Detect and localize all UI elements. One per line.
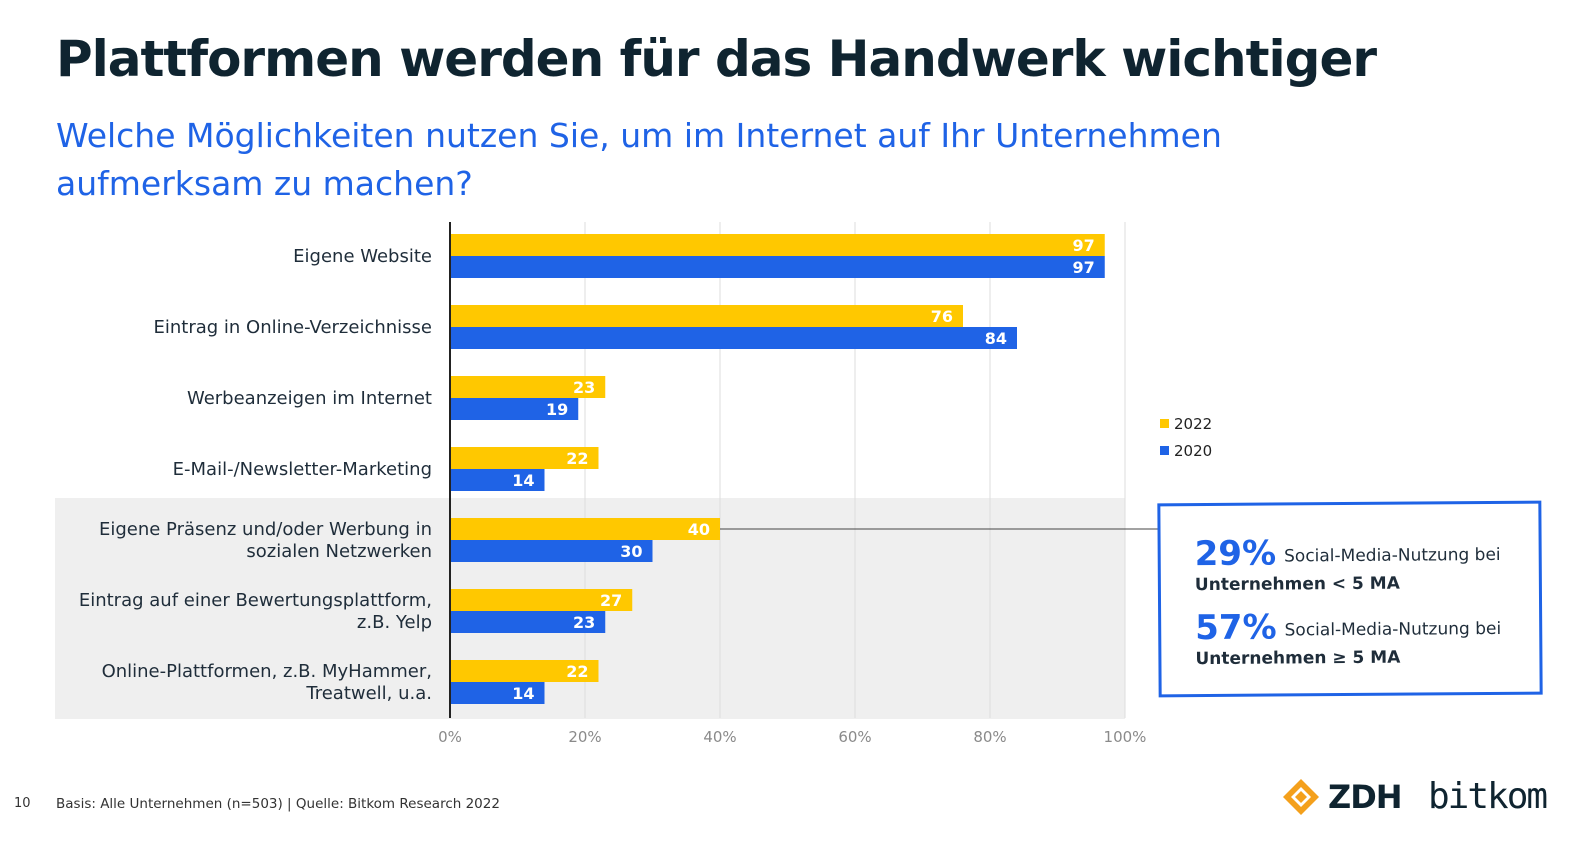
legend-swatch-2020 (1160, 446, 1169, 455)
stat-percent: 57% (1195, 607, 1277, 649)
legend-item-2020: 2020 (1160, 437, 1212, 464)
stat-group: Unternehmen ≥ 5 MA (1195, 647, 1401, 670)
bitkom-logo: bitkom (1428, 776, 1548, 817)
category-label: Online-Plattformen, z.B. MyHammer, (102, 661, 432, 682)
bar-2022 (450, 447, 599, 469)
category-label: Treatwell, u.a. (305, 683, 432, 704)
bar-value-label: 27 (600, 591, 622, 610)
bar-value-label: 23 (573, 613, 595, 632)
category-label: z.B. Yelp (357, 612, 432, 633)
stat-small-companies: 29% Social-Media-Nutzung bei Unternehmen … (1194, 534, 1501, 599)
bar-2020 (450, 398, 579, 420)
bar-2022 (450, 234, 1105, 256)
stat-text: Social-Media-Nutzung bei (1284, 618, 1502, 641)
category-label: E-Mail-/Newsletter-Marketing (173, 459, 432, 480)
bar-value-label: 23 (573, 378, 595, 397)
bar-value-label: 40 (688, 520, 710, 539)
x-tick-label: 40% (703, 728, 736, 746)
stat-percent: 29% (1194, 533, 1277, 575)
stat-text: Social-Media-Nutzung bei (1284, 544, 1501, 567)
zdh-logo-text: ZDH (1328, 778, 1403, 816)
category-label: sozialen Netzwerken (246, 541, 432, 562)
bar-value-label: 97 (1072, 258, 1094, 277)
category-label: Eintrag in Online-Verzeichnisse (153, 317, 432, 338)
x-tick-label: 0% (438, 728, 462, 746)
legend-label-2020: 2020 (1174, 441, 1213, 460)
source-note: Basis: Alle Unternehmen (n=503) | Quelle… (56, 796, 500, 812)
bar-value-label: 84 (985, 329, 1007, 348)
bar-2022 (450, 660, 599, 682)
zdh-logo: ZDH (1282, 778, 1403, 816)
social-media-callout: 29% Social-Media-Nutzung bei Unternehmen … (1157, 500, 1543, 698)
bar-value-label: 19 (546, 400, 568, 419)
bar-2020 (450, 469, 545, 491)
chart-question: Welche Möglichkeiten nutzen Sie, um im I… (56, 116, 1222, 203)
x-tick-label: 20% (568, 728, 601, 746)
bar-2022 (450, 305, 963, 327)
x-tick-label: 100% (1104, 728, 1147, 746)
stat-large-companies: 57% Social-Media-Nutzung bei Unternehmen … (1195, 608, 1502, 673)
legend-label-2022: 2022 (1174, 414, 1213, 433)
bar-value-label: 22 (566, 449, 588, 468)
bar-2020 (450, 256, 1105, 278)
bar-2020 (450, 682, 545, 704)
bar-2020 (450, 611, 606, 633)
stat-group: Unternehmen < 5 MA (1194, 573, 1400, 596)
bar-value-label: 30 (620, 542, 642, 561)
x-tick-label: 60% (838, 728, 871, 746)
bar-2022 (450, 589, 633, 611)
bar-value-label: 22 (566, 662, 588, 681)
chart-legend: 2022 2020 (1160, 410, 1212, 464)
bar-2020 (450, 540, 653, 562)
bar-value-label: 97 (1072, 236, 1094, 255)
bar-value-label: 14 (512, 471, 534, 490)
bar-2020 (450, 327, 1017, 349)
category-label: Eintrag auf einer Bewertungsplattform, (79, 590, 432, 611)
page-title: Plattformen werden für das Handwerk wich… (56, 30, 1377, 88)
category-label: Eigene Website (293, 246, 432, 267)
x-tick-label: 80% (973, 728, 1006, 746)
category-label: Werbeanzeigen im Internet (187, 388, 432, 409)
bar-2022 (450, 518, 720, 540)
legend-swatch-2022 (1160, 419, 1169, 428)
bar-value-label: 14 (512, 684, 534, 703)
page-number: 10 (14, 796, 31, 811)
legend-item-2022: 2022 (1160, 410, 1212, 437)
bar-2022 (450, 376, 606, 398)
zdh-logo-icon (1283, 779, 1319, 815)
category-label: Eigene Präsenz und/oder Werbung in (99, 519, 432, 540)
bar-value-label: 76 (931, 307, 953, 326)
